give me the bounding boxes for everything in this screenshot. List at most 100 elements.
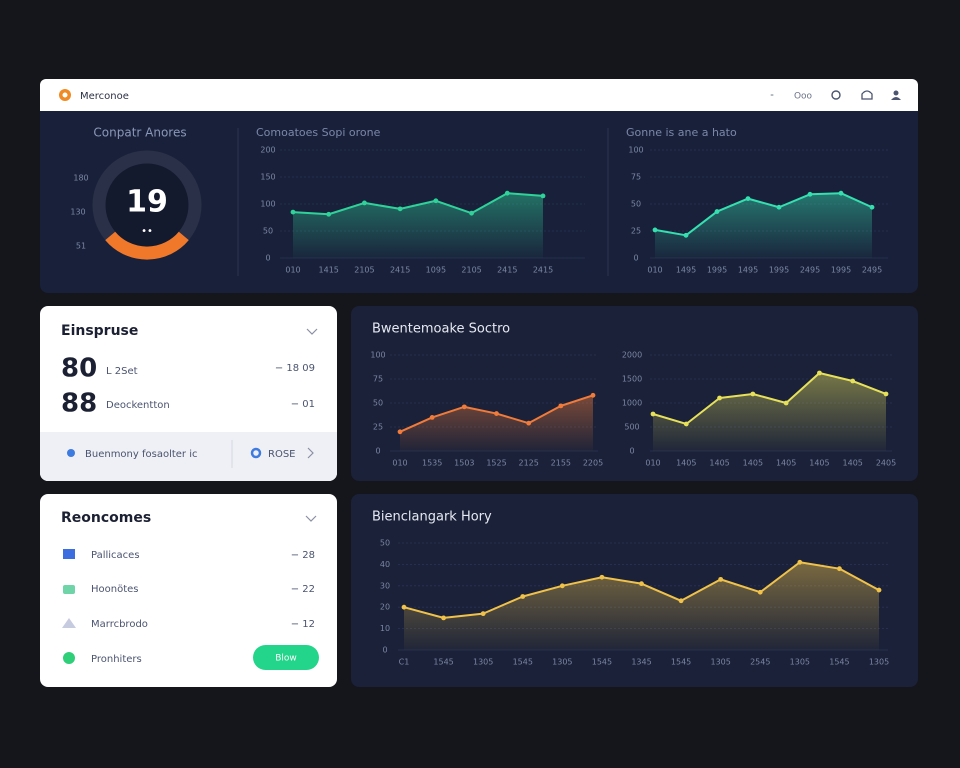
point — [480, 611, 486, 617]
chart-title: Bwentemoake Soctro — [372, 322, 510, 337]
point — [714, 209, 720, 214]
y-tick-label: 0 — [382, 646, 387, 655]
point — [817, 370, 822, 376]
x-tick-label: 1305 — [869, 658, 889, 667]
y-tick-label: 50 — [380, 539, 390, 548]
x-tick-label: 2105 — [354, 266, 374, 275]
y-tick-label: 1000 — [622, 399, 642, 408]
point — [461, 404, 467, 410]
resources-card — [40, 494, 337, 687]
summary-footer-top — [40, 432, 337, 444]
y-tick-label: 75 — [631, 173, 641, 182]
summary-delta: − 18 09 — [275, 363, 315, 374]
x-tick-label: 2415 — [390, 266, 410, 275]
x-tick-label: 1545 — [671, 658, 691, 667]
y-tick-label: 10 — [380, 624, 390, 633]
x-tick-label: 2415 — [533, 266, 553, 275]
point — [776, 204, 782, 210]
x-tick-label: 2125 — [518, 459, 538, 468]
y-tick-label: 0 — [375, 447, 380, 456]
point — [362, 200, 367, 206]
point — [397, 429, 403, 435]
point — [883, 391, 889, 397]
status-dot — [67, 449, 75, 457]
y-tick-label: 2000 — [622, 351, 642, 360]
x-tick-label: C1 — [399, 658, 410, 667]
point — [526, 420, 532, 426]
row-icon — [63, 652, 75, 664]
chevron[interactable] — [306, 328, 318, 335]
point — [718, 576, 724, 582]
point — [750, 391, 756, 397]
button-label[interactable]: Blow — [275, 654, 297, 664]
point — [639, 581, 644, 587]
y-tick-label: 75 — [373, 375, 383, 384]
footer-right[interactable]: ROSE — [268, 449, 296, 460]
point — [869, 204, 875, 210]
point — [783, 400, 789, 406]
point — [401, 604, 407, 610]
y-tick-label: 0 — [265, 254, 270, 263]
x-tick-label: 010 — [285, 266, 300, 275]
x-tick-label: 1405 — [676, 459, 696, 468]
x-tick-label: 1995 — [831, 266, 851, 275]
point — [683, 232, 689, 238]
x-tick-label: 1995 — [769, 266, 789, 275]
point — [599, 574, 605, 580]
x-tick-label: 1545 — [513, 658, 533, 667]
row-icon — [63, 585, 75, 594]
area — [404, 562, 879, 650]
x-tick-label: 2545 — [750, 658, 770, 667]
y-tick-label: 100 — [260, 200, 275, 209]
point — [429, 415, 435, 420]
header-action[interactable]: ⁃ — [770, 92, 775, 102]
x-tick-label: 2495 — [862, 266, 882, 275]
x-tick-label: 2415 — [497, 266, 517, 275]
x-tick-label: 2155 — [551, 459, 571, 468]
chevron[interactable] — [307, 447, 314, 459]
area — [653, 373, 886, 451]
resource-label: Pronhiters — [91, 654, 142, 665]
point — [540, 193, 546, 199]
x-tick-label: 1535 — [422, 459, 442, 468]
footer-left[interactable]: Buenmony fosaolter ic — [85, 449, 198, 460]
user-icon-body — [891, 97, 901, 100]
logo-dot — [62, 92, 68, 98]
x-tick-label: 1405 — [776, 459, 796, 468]
resource-label: Pallicaces — [91, 550, 140, 561]
y-tick-label: 500 — [624, 423, 639, 432]
header-action[interactable]: Ooo — [794, 92, 813, 102]
x-tick-label: 1495 — [738, 266, 758, 275]
point — [678, 598, 684, 604]
search-icon[interactable] — [831, 90, 841, 100]
y-tick-label: 25 — [631, 227, 641, 236]
x-tick-label: 2405 — [876, 459, 896, 468]
x-tick-label: 1495 — [676, 266, 696, 275]
point — [876, 587, 882, 593]
x-tick-label: 1415 — [319, 266, 339, 275]
action-button[interactable] — [253, 645, 319, 670]
point — [590, 392, 596, 398]
x-tick-label: 1095 — [426, 266, 446, 275]
x-tick-label: 1405 — [843, 459, 863, 468]
x-tick-label: 1405 — [809, 459, 829, 468]
gauge-scale: 130 — [70, 208, 85, 217]
user-icon[interactable] — [893, 90, 899, 96]
point — [797, 559, 803, 565]
x-tick-label: 1305 — [552, 658, 572, 667]
line — [292, 192, 544, 216]
x-tick-label: 2205 — [583, 459, 603, 468]
summary-label: L 2Set — [106, 366, 138, 377]
summary-label: Deockentton — [106, 400, 170, 411]
point — [745, 196, 751, 202]
x-tick-label: 1305 — [473, 658, 493, 667]
chevron[interactable] — [305, 515, 317, 522]
point — [558, 403, 564, 409]
bell-icon[interactable] — [861, 90, 873, 100]
summary-footer — [40, 432, 337, 481]
x-tick-label: 1305 — [790, 658, 810, 667]
line — [652, 372, 887, 425]
y-tick-label: 0 — [629, 447, 634, 456]
x-tick-label: 010 — [647, 266, 662, 275]
